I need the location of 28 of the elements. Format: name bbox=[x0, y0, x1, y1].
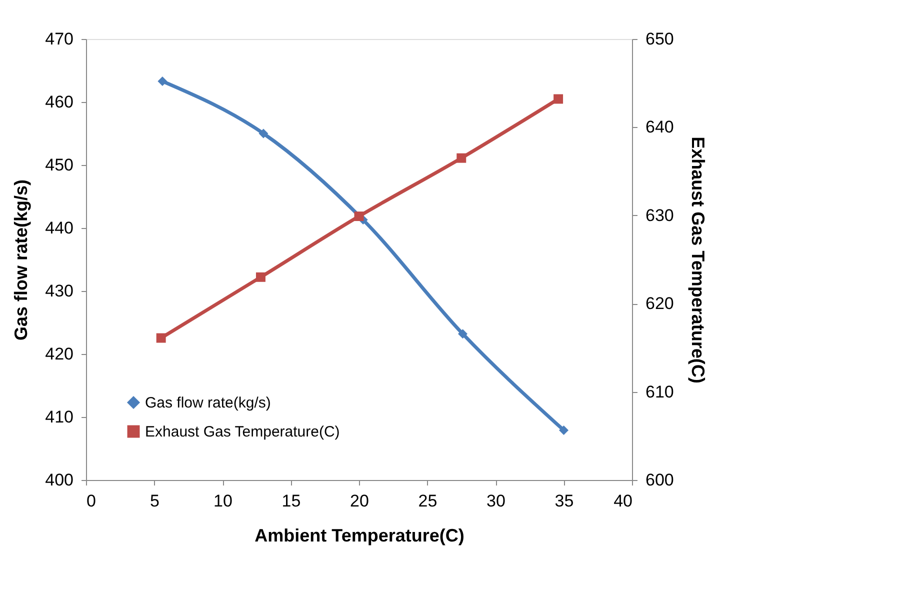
y-tick-label: 460 bbox=[45, 92, 74, 112]
y2-tick-label: 620 bbox=[646, 294, 674, 314]
y2-tick-label: 630 bbox=[646, 206, 674, 225]
y-tick-label: 470 bbox=[45, 30, 74, 48]
y-tick-label: 410 bbox=[45, 408, 74, 426]
x-tick-label: 20 bbox=[350, 492, 369, 510]
y2-tick-label: 640 bbox=[646, 118, 674, 137]
legend-label: Gas flow rate(kg/s) bbox=[145, 394, 271, 412]
x-tick-label: 25 bbox=[418, 492, 438, 510]
x-axis-title: Ambient Temperature(C) bbox=[254, 526, 464, 546]
y-tick-label: 430 bbox=[45, 282, 74, 300]
x-tick-label: 30 bbox=[486, 492, 506, 510]
y-tick-label: 450 bbox=[45, 156, 74, 174]
y2-tick-label: 600 bbox=[646, 470, 674, 490]
y-tick-label: 420 bbox=[45, 344, 74, 364]
y-tick-label: 440 bbox=[45, 218, 74, 238]
y-axis-title: Gas flow rate(kg/s) bbox=[11, 179, 32, 341]
y2-tick-label: 610 bbox=[646, 382, 674, 402]
x-tick-label: 35 bbox=[554, 492, 574, 510]
x-tick-label: 40 bbox=[614, 492, 632, 510]
x-tick-label: 10 bbox=[214, 492, 232, 510]
x-tick-label: 5 bbox=[150, 492, 160, 510]
y2-tick-label: 650 bbox=[646, 30, 674, 48]
legend-label: Exhaust Gas Temperature(C) bbox=[145, 424, 340, 440]
y2-axis-title: Exhaust Gas Temperature(C) bbox=[688, 136, 708, 384]
x-tick-label: 15 bbox=[282, 492, 301, 510]
y-tick-label: 400 bbox=[45, 470, 74, 490]
x-tick-label: 0 bbox=[86, 492, 96, 510]
